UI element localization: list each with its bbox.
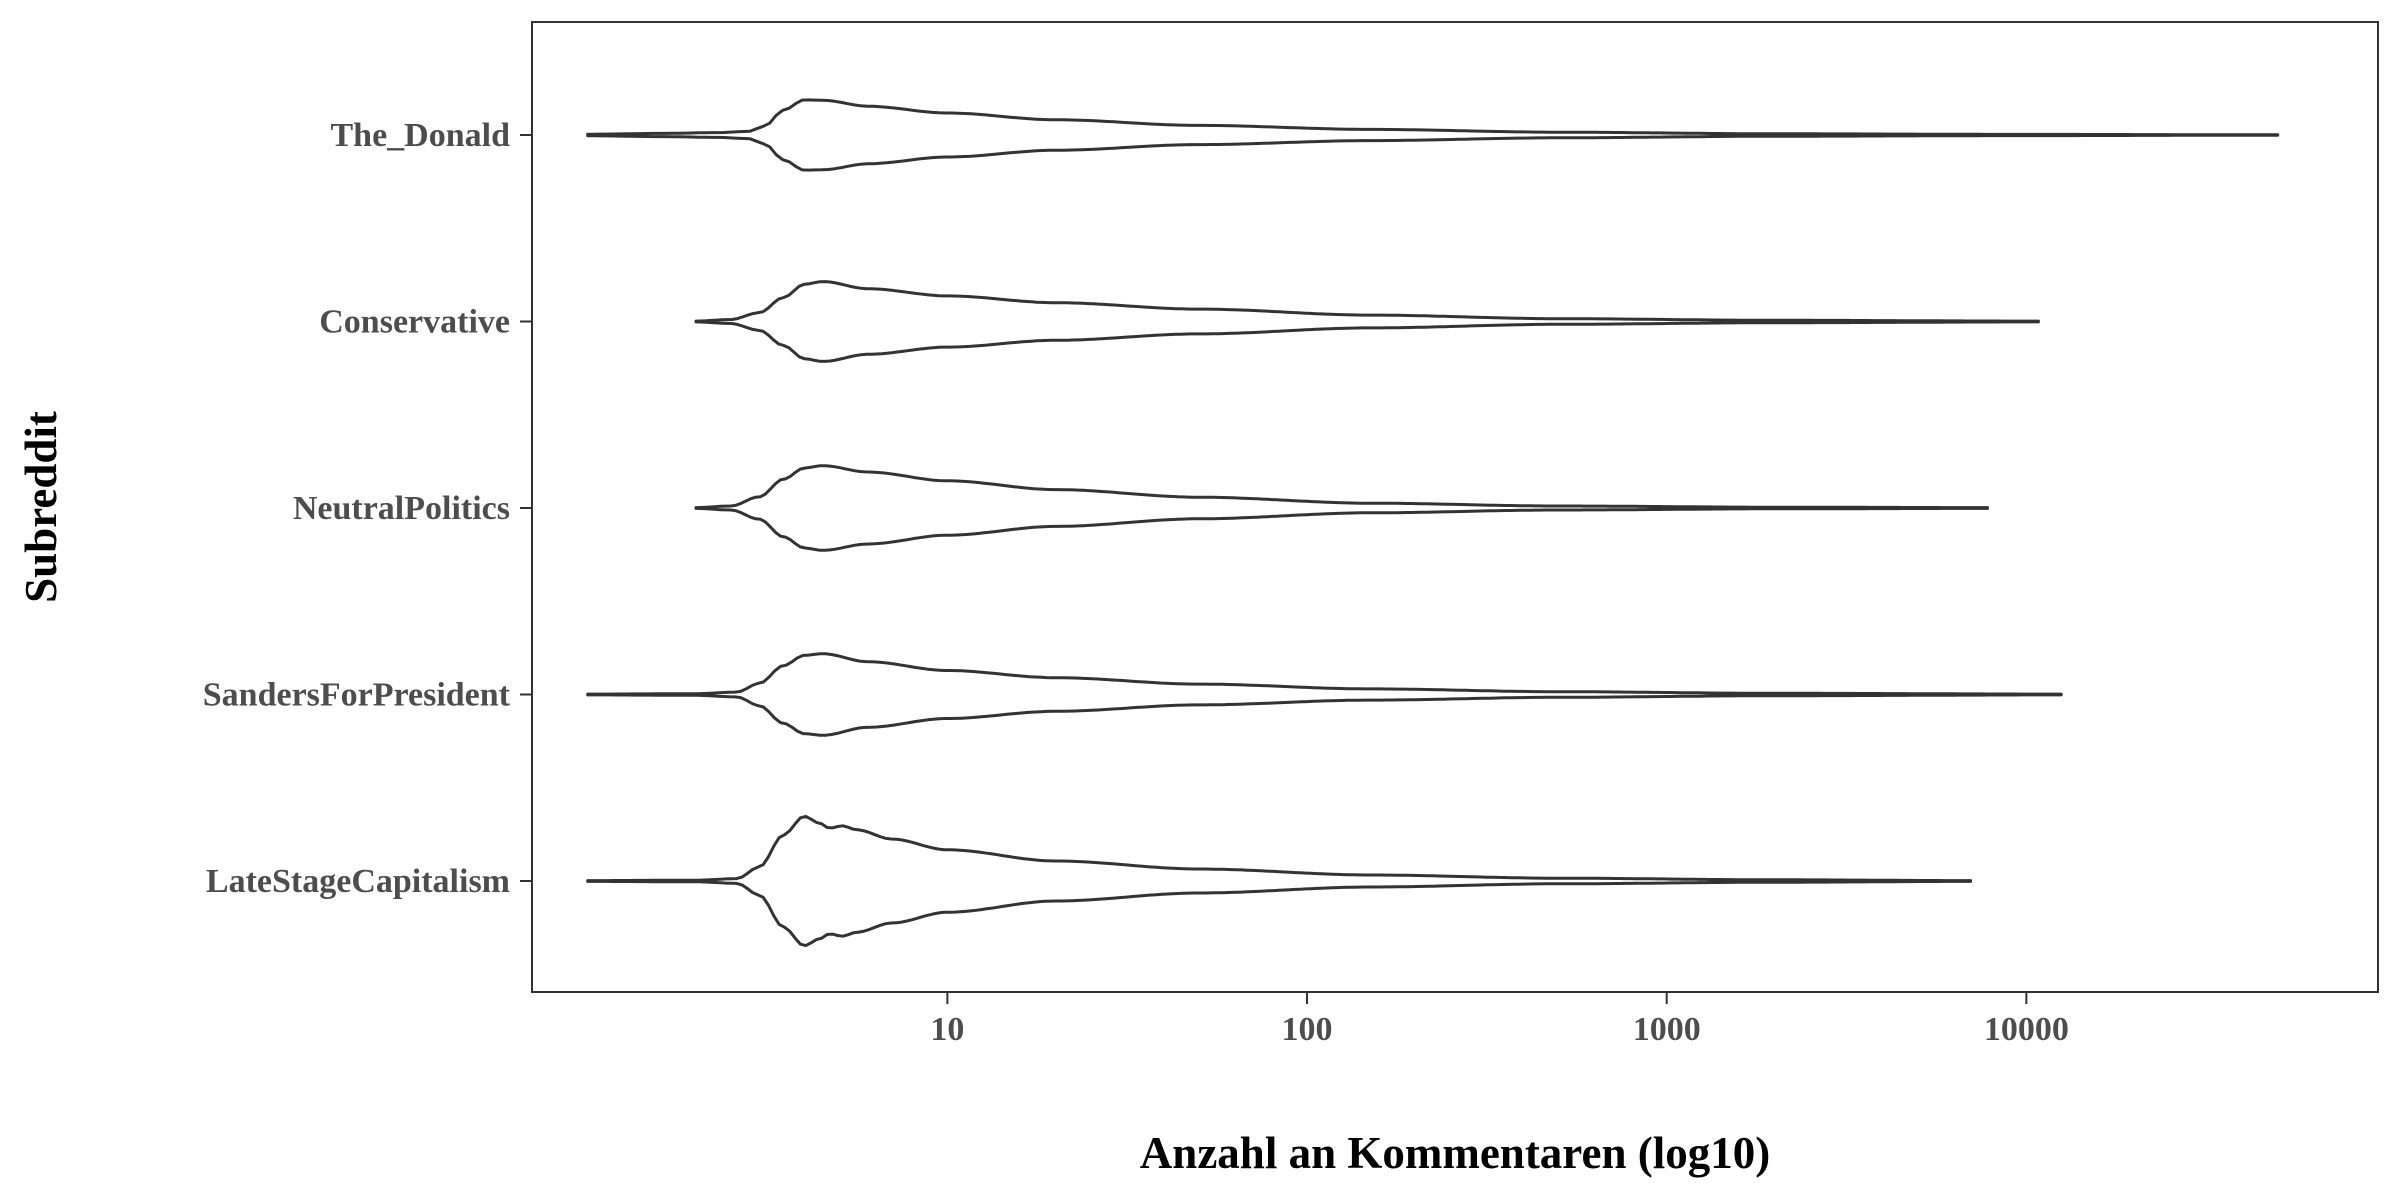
y-axis: The_Donald Conservative NeutralPolitics San… bbox=[203, 117, 532, 900]
violin-Conservative bbox=[694, 280, 2040, 363]
y-tick-label: SandersForPresident bbox=[203, 677, 511, 714]
x-tick-label: 10 bbox=[930, 1011, 964, 1048]
x-tick-label: 1000 bbox=[1633, 1011, 1701, 1048]
x-axis-title: Anzahl an Kommentaren (log10) bbox=[1140, 1128, 1770, 1178]
violin-The_Donald bbox=[586, 98, 2280, 172]
x-axis: 10 100 1000 10000 bbox=[930, 992, 2069, 1048]
violin-SandersForPresident bbox=[586, 652, 2063, 737]
violin-LateStageCapitalism bbox=[586, 814, 1973, 948]
y-tick-label: LateStageCapitalism bbox=[206, 863, 510, 900]
violins-group bbox=[586, 98, 2280, 948]
y-tick-label: Conservative bbox=[319, 304, 510, 341]
x-tick-label: 100 bbox=[1282, 1011, 1333, 1048]
y-tick-label: NeutralPolitics bbox=[293, 490, 510, 527]
violin-NeutralPolitics bbox=[694, 464, 1989, 552]
x-tick-label: 10000 bbox=[1984, 1011, 2069, 1048]
y-axis-title: Subreddit bbox=[16, 411, 66, 603]
plot-panel-border bbox=[531, 21, 2379, 993]
y-tick-label: The_Donald bbox=[331, 117, 511, 154]
